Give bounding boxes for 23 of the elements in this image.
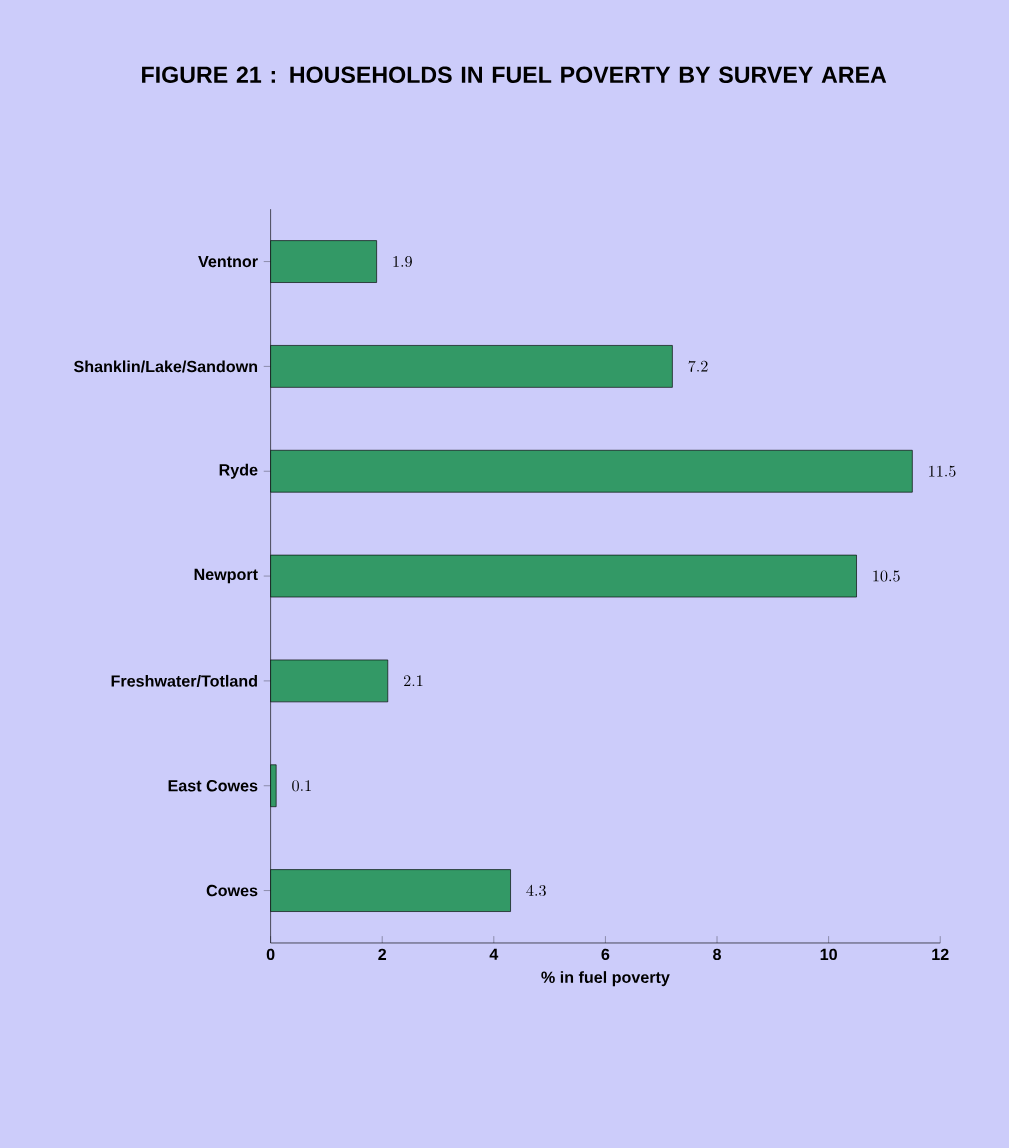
y-tick-label: Newport: [194, 568, 258, 584]
data-label: 1 .9: [393, 256, 412, 268]
data-label: 10.5: [873, 570, 900, 582]
x-tick-label: 0: [266, 948, 275, 961]
y-tick-label: Ventnor: [198, 255, 258, 268]
x-tick-label: 4: [489, 948, 499, 960]
x-tick-label: 2: [378, 948, 387, 960]
data-label: 2. 1: [403, 675, 423, 687]
data-label: 0. 1: [292, 780, 311, 792]
x-tick-label: 6: [601, 948, 610, 961]
x-tick-label: 10: [820, 948, 837, 961]
data-label: 4.3: [526, 884, 546, 897]
y-tick-label: Cowes: [206, 884, 258, 897]
y-tick-label: Freshwater/Totland: [111, 674, 257, 687]
x-tick-label: 8: [713, 948, 722, 961]
x-axis-title: % in fuel poverty: [541, 971, 670, 987]
data-label: 11 .5: [929, 465, 956, 477]
chart-title: FIGURE 21 : HOUSEHOLDS IN FUEL POVERTY BY SURVEY AREA: [142, 66, 887, 83]
y-tick-label: Shanklin/Lake/Sandown: [73, 360, 258, 373]
x-tick-label: 12: [932, 948, 949, 960]
data-label: 7.2: [688, 360, 708, 372]
y-tick-label: East Cowes: [168, 780, 258, 792]
y-tick-label: Ryde: [219, 463, 258, 479]
